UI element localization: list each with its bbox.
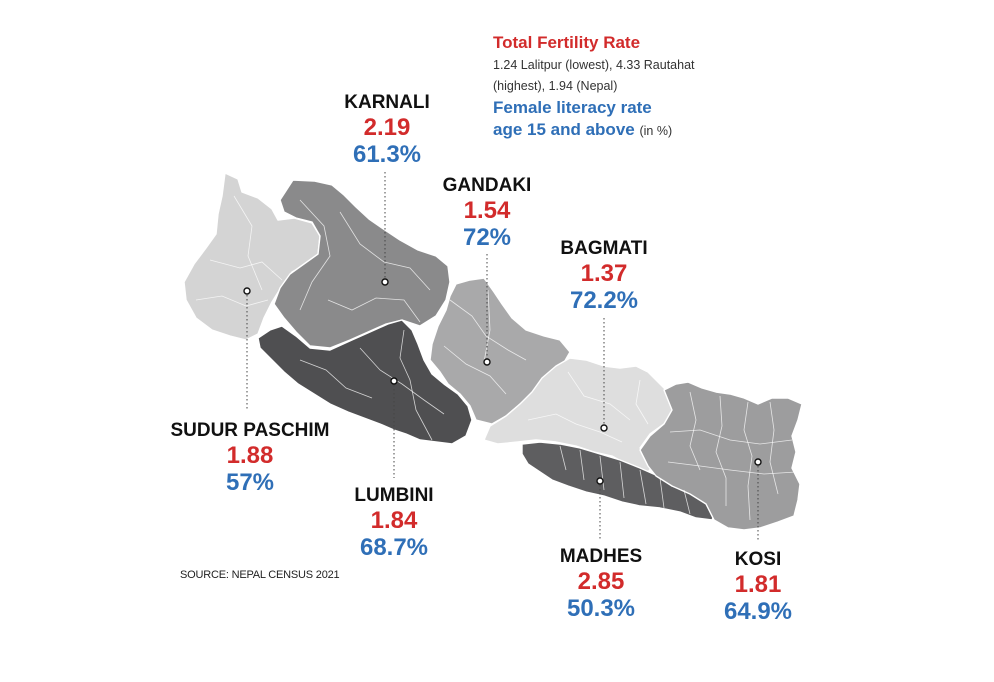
map-legend: Total Fertility Rate 1.24 Lalitpur (lowe…: [493, 32, 733, 142]
marker-kosi: [754, 458, 762, 466]
legend-literacy-title-line2: age 15 and above (in %): [493, 119, 733, 142]
label-lumbini: LUMBINI 1.84 68.7%: [340, 485, 448, 561]
province-tfr: 2.85: [577, 568, 625, 595]
label-madhes: MADHES 2.85 50.3%: [546, 546, 656, 622]
province-name: LUMBINI: [354, 485, 434, 506]
province-literacy: 61.3%: [352, 141, 422, 168]
label-karnali: KARNALI 2.19 61.3%: [335, 92, 439, 168]
legend-literacy-title-text: age 15 and above: [493, 120, 635, 139]
legend-tfr-note: 1.24 Lalitpur (lowest), 4.33 Rautahat (h…: [493, 58, 695, 93]
label-kosi: KOSI 1.81 64.9%: [706, 549, 810, 625]
province-literacy: 57%: [225, 469, 275, 496]
label-sudurpaschim: SUDUR PASCHIM 1.88 57%: [150, 420, 350, 496]
province-literacy: 64.9%: [723, 598, 793, 625]
province-madhes: [521, 441, 719, 521]
province-tfr: 2.19: [363, 114, 411, 141]
province-literacy: 50.3%: [566, 595, 636, 622]
province-kosi: [639, 381, 803, 531]
province-tfr: 1.81: [734, 571, 782, 598]
marker-gandaki: [483, 358, 491, 366]
marker-madhes: [596, 477, 604, 485]
marker-karnali: [381, 278, 389, 286]
legend-literacy-unit: (in %): [639, 124, 673, 138]
legend-tfr-title: Total Fertility Rate: [493, 33, 641, 52]
province-literacy: 72.2%: [569, 287, 639, 314]
province-lumbini: [257, 319, 473, 445]
province-name: BAGMATI: [560, 238, 648, 259]
province-tfr: 1.84: [370, 507, 418, 534]
label-bagmati: BAGMATI 1.37 72.2%: [548, 238, 660, 314]
province-name: MADHES: [559, 546, 643, 567]
district-borders: [195, 195, 797, 521]
province-tfr: 1.54: [463, 197, 511, 224]
marker-bagmati: [600, 424, 608, 432]
legend-literacy-title-line1: Female literacy rate: [493, 98, 652, 117]
marker-sudurpaschim: [243, 287, 251, 295]
province-name: KARNALI: [344, 92, 430, 113]
province-sudurpaschim: [183, 172, 321, 341]
province-name: SUDUR PASCHIM: [170, 420, 330, 441]
province-tfr: 1.37: [580, 260, 628, 287]
province-karnali: [273, 179, 451, 349]
source-note: SOURCE: NEPAL CENSUS 2021: [180, 569, 340, 581]
marker-lumbini: [390, 377, 398, 385]
province-literacy: 68.7%: [359, 534, 429, 561]
label-gandaki: GANDAKI 1.54 72%: [432, 175, 542, 251]
province-name: KOSI: [734, 549, 782, 570]
province-tfr: 1.88: [226, 442, 274, 469]
leader-lines: [243, 172, 762, 542]
province-literacy: 72%: [462, 224, 512, 251]
province-name: GANDAKI: [442, 175, 532, 196]
